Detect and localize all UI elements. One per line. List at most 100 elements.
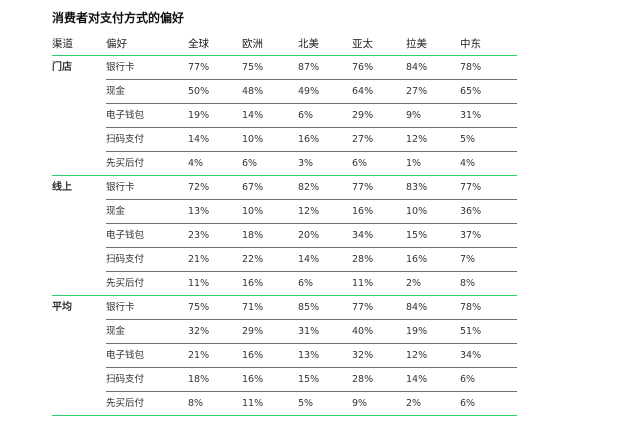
row-divider xyxy=(106,391,517,392)
preference-label: 先买后付 xyxy=(106,398,145,409)
preference-label: 银行卡 xyxy=(106,182,135,193)
value-cell: 3% xyxy=(298,158,314,169)
table-row: 先买后付 4% 6% 3% 6% 1% 4% xyxy=(52,152,517,176)
value-cell: 28% xyxy=(352,254,374,265)
preference-label: 电子钱包 xyxy=(106,230,145,241)
preference-label: 扫码支付 xyxy=(106,134,145,145)
value-cell: 77% xyxy=(352,302,374,313)
channel-label: 门店 xyxy=(52,62,72,73)
preference-label: 先买后付 xyxy=(106,278,145,289)
value-cell: 2% xyxy=(406,278,422,289)
value-cell: 67% xyxy=(242,182,264,193)
header-row: 渠道 偏好 全球 欧洲 北美 亚太 拉美 中东 xyxy=(52,32,517,56)
value-cell: 16% xyxy=(242,374,264,385)
value-cell: 6% xyxy=(242,158,258,169)
value-cell: 15% xyxy=(298,374,320,385)
preference-label: 银行卡 xyxy=(106,62,135,73)
value-cell: 18% xyxy=(242,230,264,241)
value-cell: 12% xyxy=(406,350,428,361)
value-cell: 27% xyxy=(352,134,374,145)
preference-table: 渠道 偏好 全球 欧洲 北美 亚太 拉美 中东 门店 银行卡 77% 75% 87% 76% 84% 78% 现… xyxy=(52,32,517,416)
table-title: 消费者对支付方式的偏好 xyxy=(52,11,185,25)
column-header: 渠道 xyxy=(52,38,73,50)
value-cell: 9% xyxy=(406,110,422,121)
value-cell: 75% xyxy=(188,302,210,313)
value-cell: 14% xyxy=(298,254,320,265)
channel-label: 平均 xyxy=(52,302,72,313)
value-cell: 28% xyxy=(352,374,374,385)
table-row: 现金 50% 48% 49% 64% 27% 65% xyxy=(52,80,517,104)
value-cell: 50% xyxy=(188,86,210,97)
row-divider xyxy=(106,151,517,152)
value-cell: 78% xyxy=(460,62,482,73)
row-divider xyxy=(106,127,517,128)
column-header: 中东 xyxy=(460,38,481,50)
column-header: 偏好 xyxy=(106,38,127,50)
value-cell: 64% xyxy=(352,86,374,97)
value-cell: 16% xyxy=(352,206,374,217)
value-cell: 29% xyxy=(242,326,264,337)
row-divider xyxy=(106,223,517,224)
value-cell: 2% xyxy=(406,398,422,409)
value-cell: 12% xyxy=(406,134,428,145)
value-cell: 5% xyxy=(298,398,314,409)
row-divider xyxy=(106,247,517,248)
column-header: 拉美 xyxy=(406,38,427,50)
group-divider xyxy=(52,294,517,296)
table-row: 现金 32% 29% 31% 40% 19% 51% xyxy=(52,320,517,344)
value-cell: 16% xyxy=(242,278,264,289)
value-cell: 5% xyxy=(460,134,476,145)
preference-label: 电子钱包 xyxy=(106,110,145,121)
table-row: 门店 银行卡 77% 75% 87% 76% 84% 78% xyxy=(52,56,517,80)
table-row: 扫码支付 14% 10% 16% 27% 12% 5% xyxy=(52,128,517,152)
value-cell: 82% xyxy=(298,182,320,193)
value-cell: 72% xyxy=(188,182,210,193)
value-cell: 19% xyxy=(406,326,428,337)
header-divider xyxy=(52,54,517,56)
value-cell: 6% xyxy=(460,374,476,385)
table-row: 线上 银行卡 72% 67% 82% 77% 83% 77% xyxy=(52,176,517,200)
value-cell: 9% xyxy=(352,398,368,409)
value-cell: 29% xyxy=(352,110,374,121)
value-cell: 27% xyxy=(406,86,428,97)
value-cell: 84% xyxy=(406,62,428,73)
value-cell: 78% xyxy=(460,302,482,313)
value-cell: 31% xyxy=(298,326,320,337)
value-cell: 11% xyxy=(352,278,374,289)
column-header: 欧洲 xyxy=(242,38,263,50)
group-divider xyxy=(52,174,517,176)
value-cell: 13% xyxy=(188,206,210,217)
value-cell: 8% xyxy=(188,398,204,409)
preference-label: 现金 xyxy=(106,206,126,217)
value-cell: 21% xyxy=(188,350,210,361)
value-cell: 16% xyxy=(242,350,264,361)
column-header: 北美 xyxy=(298,38,319,50)
value-cell: 21% xyxy=(188,254,210,265)
value-cell: 77% xyxy=(188,62,210,73)
value-cell: 75% xyxy=(242,62,264,73)
value-cell: 6% xyxy=(460,398,476,409)
value-cell: 14% xyxy=(406,374,428,385)
value-cell: 6% xyxy=(298,278,314,289)
value-cell: 11% xyxy=(242,398,264,409)
preference-label: 扫码支付 xyxy=(106,374,145,385)
value-cell: 20% xyxy=(298,230,320,241)
value-cell: 6% xyxy=(352,158,368,169)
value-cell: 10% xyxy=(406,206,428,217)
value-cell: 4% xyxy=(188,158,204,169)
value-cell: 49% xyxy=(298,86,320,97)
value-cell: 71% xyxy=(242,302,264,313)
table-row: 电子钱包 23% 18% 20% 34% 15% 37% xyxy=(52,224,517,248)
value-cell: 4% xyxy=(460,158,476,169)
value-cell: 10% xyxy=(242,206,264,217)
value-cell: 18% xyxy=(188,374,210,385)
value-cell: 36% xyxy=(460,206,482,217)
value-cell: 32% xyxy=(188,326,210,337)
preference-label: 银行卡 xyxy=(106,302,135,313)
value-cell: 23% xyxy=(188,230,210,241)
row-divider xyxy=(106,79,517,80)
table-row: 扫码支付 21% 22% 14% 28% 16% 7% xyxy=(52,248,517,272)
value-cell: 77% xyxy=(352,182,374,193)
table-row: 平均 银行卡 75% 71% 85% 77% 84% 78% xyxy=(52,296,517,320)
preference-label: 扫码支付 xyxy=(106,254,145,265)
